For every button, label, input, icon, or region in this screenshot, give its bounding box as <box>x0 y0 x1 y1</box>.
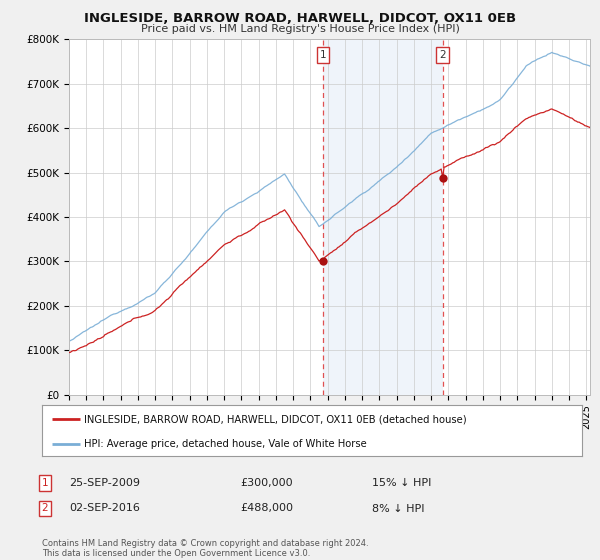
Bar <box>323 39 443 395</box>
Text: INGLESIDE, BARROW ROAD, HARWELL, DIDCOT, OX11 0EB (detached house): INGLESIDE, BARROW ROAD, HARWELL, DIDCOT,… <box>84 414 467 424</box>
Text: 2: 2 <box>439 50 446 60</box>
Text: 02-SEP-2016: 02-SEP-2016 <box>69 503 140 514</box>
Text: 1: 1 <box>41 478 49 488</box>
Text: Contains HM Land Registry data © Crown copyright and database right 2024.
This d: Contains HM Land Registry data © Crown c… <box>42 539 368 558</box>
Text: £300,000: £300,000 <box>240 478 293 488</box>
Text: 1: 1 <box>320 50 326 60</box>
Text: Price paid vs. HM Land Registry's House Price Index (HPI): Price paid vs. HM Land Registry's House … <box>140 24 460 34</box>
Text: HPI: Average price, detached house, Vale of White Horse: HPI: Average price, detached house, Vale… <box>84 438 367 449</box>
Text: INGLESIDE, BARROW ROAD, HARWELL, DIDCOT, OX11 0EB: INGLESIDE, BARROW ROAD, HARWELL, DIDCOT,… <box>84 12 516 25</box>
Text: 15% ↓ HPI: 15% ↓ HPI <box>372 478 431 488</box>
Text: 8% ↓ HPI: 8% ↓ HPI <box>372 503 425 514</box>
Text: 25-SEP-2009: 25-SEP-2009 <box>69 478 140 488</box>
Text: £488,000: £488,000 <box>240 503 293 514</box>
Text: 2: 2 <box>41 503 49 514</box>
